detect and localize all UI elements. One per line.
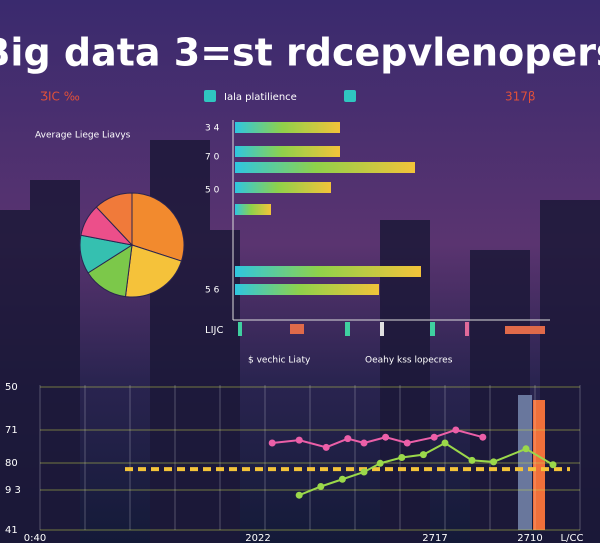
point: [360, 468, 368, 476]
caption: $ vechic Liaty: [248, 356, 311, 366]
legend-swatch: [204, 90, 216, 102]
point: [376, 459, 384, 467]
y-label: 50: [5, 382, 18, 393]
pie-title: Average Liege Liavys: [35, 131, 131, 141]
point: [295, 436, 303, 444]
title: Big data 3=st rdcepvlenopers: [0, 31, 600, 75]
y-label: 71: [5, 425, 18, 436]
bar-label: 3 4: [205, 124, 220, 134]
x-label: L/CC: [561, 533, 584, 543]
x-label: 0:40: [24, 533, 46, 543]
x-label: 2710: [517, 533, 542, 543]
y-label: 9 3: [5, 485, 21, 496]
point: [398, 454, 406, 461]
x-label: 2717: [422, 533, 447, 543]
caption: Oeahy kss lopecres: [365, 356, 453, 366]
pie-slice: [131, 192, 185, 262]
point: [419, 451, 427, 459]
point: [382, 433, 390, 441]
bar-label: 5 6: [205, 286, 220, 296]
y-label: 80: [5, 458, 18, 469]
point: [490, 458, 498, 466]
bar: [235, 162, 415, 173]
point: [322, 443, 330, 451]
bar-xlabel: LIJC: [205, 325, 223, 336]
bar: [235, 122, 340, 133]
point: [452, 426, 460, 434]
point: [403, 439, 411, 447]
bar-label: 7 0: [205, 153, 220, 163]
y-label: 41: [5, 525, 18, 536]
point: [360, 439, 368, 447]
point: [468, 456, 476, 464]
point: [430, 433, 438, 441]
point: [441, 439, 449, 447]
point: [522, 445, 530, 453]
line: [272, 428, 484, 449]
point: [317, 483, 325, 490]
point: [268, 439, 276, 447]
legend-swatch: [344, 90, 356, 102]
bar: [235, 284, 379, 295]
x-label: 2022: [245, 533, 270, 543]
bar: [235, 266, 421, 277]
highlight: [533, 400, 545, 530]
glyph-row: [238, 322, 545, 336]
bar: [235, 182, 331, 193]
line: [298, 441, 554, 497]
point: [344, 435, 352, 443]
pie-slice: [95, 192, 133, 247]
point: [549, 461, 557, 469]
point: [338, 475, 346, 483]
top-right: 317β: [505, 90, 536, 104]
top-left: ƷIC ‰: [40, 90, 80, 104]
point: [479, 433, 487, 441]
bar-label: 5 0: [205, 186, 220, 196]
point: [295, 491, 303, 499]
legend-label: Iala platilience: [224, 92, 297, 103]
bar: [235, 204, 271, 215]
pie-slice: [124, 244, 183, 298]
bar: [235, 146, 340, 157]
